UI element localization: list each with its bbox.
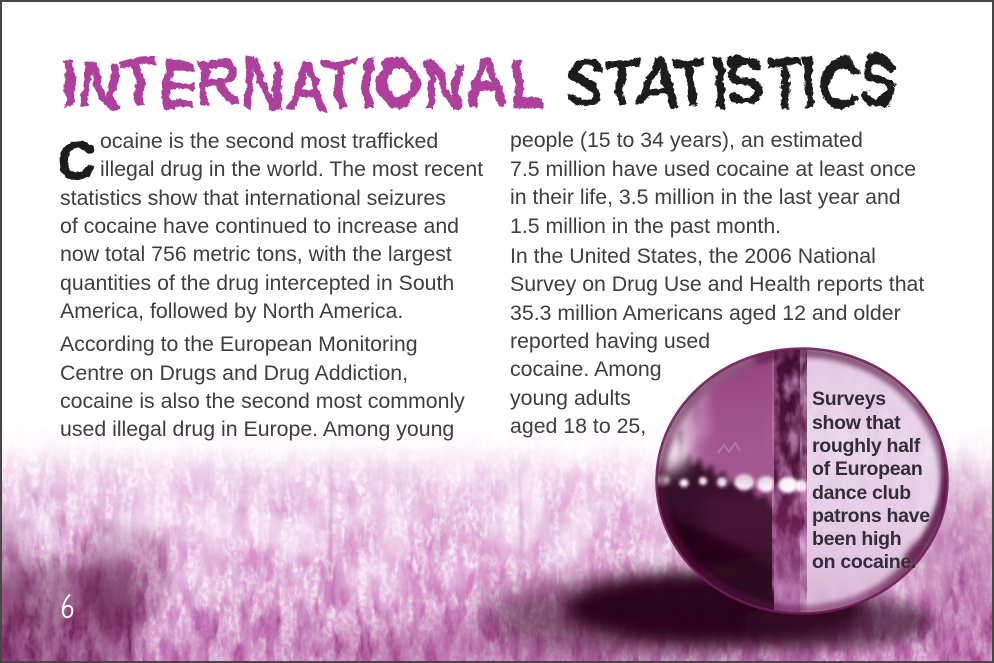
- svg-text:STATISTICS: STATISTICS: [561, 39, 895, 119]
- svg-text:INTERNATIONAL: INTERNATIONAL: [55, 40, 543, 122]
